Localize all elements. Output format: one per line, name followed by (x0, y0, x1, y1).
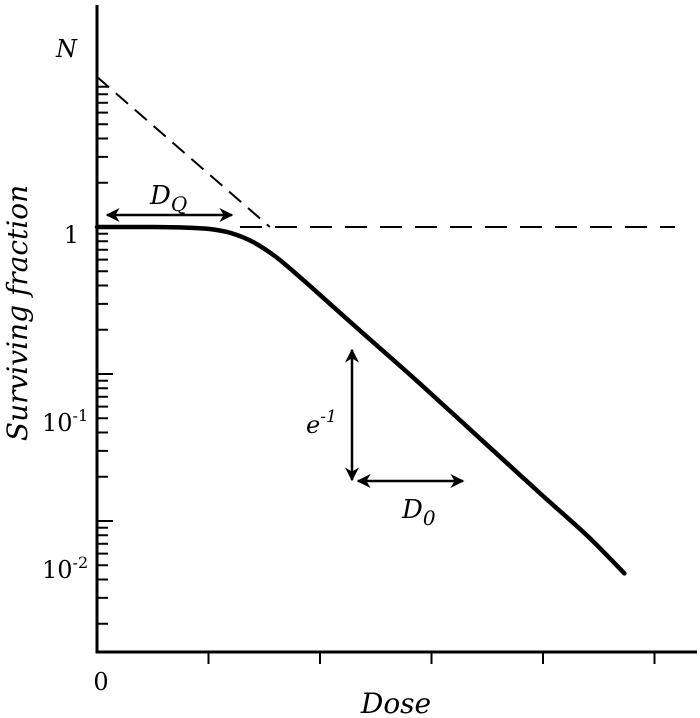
x-axis-label: Dose (360, 687, 431, 718)
y-axis-label: Surviving fraction (1, 185, 34, 441)
y-tick-label-1e-1-exp: -1 (73, 406, 89, 425)
survival-curve-line (94, 224, 627, 576)
dq-label-main: D (149, 181, 171, 211)
e-inverse-label: e-1 (306, 407, 337, 439)
annotations (105, 208, 465, 488)
dq-label-sub: Q (171, 192, 187, 216)
y-tick-label-1e-2: 10-2 (42, 553, 88, 584)
e-label-main: e (306, 411, 320, 439)
d0-label-main: D (401, 495, 423, 525)
d0-label: D0 (401, 495, 436, 530)
survival-curve (94, 224, 627, 576)
y-tick-label-1e-2-base: 10 (42, 556, 73, 584)
axis-ticks (97, 85, 656, 664)
y-tick-label-1e-1-base: 10 (42, 409, 73, 437)
y-tick-label-1e-1: 10-1 (42, 406, 88, 437)
e-label-sup: -1 (320, 407, 337, 427)
n-label: N (55, 35, 78, 63)
y-tick-label-1: 1 (64, 221, 79, 249)
x-tick-label-0: 0 (93, 668, 108, 696)
y-tick-label-1e-2-exp: -2 (73, 553, 89, 572)
extrapolation-dashed-line (96, 76, 271, 228)
d0-label-sub: 0 (423, 506, 436, 530)
reference-lines (96, 76, 675, 228)
dq-label: DQ (149, 181, 187, 216)
